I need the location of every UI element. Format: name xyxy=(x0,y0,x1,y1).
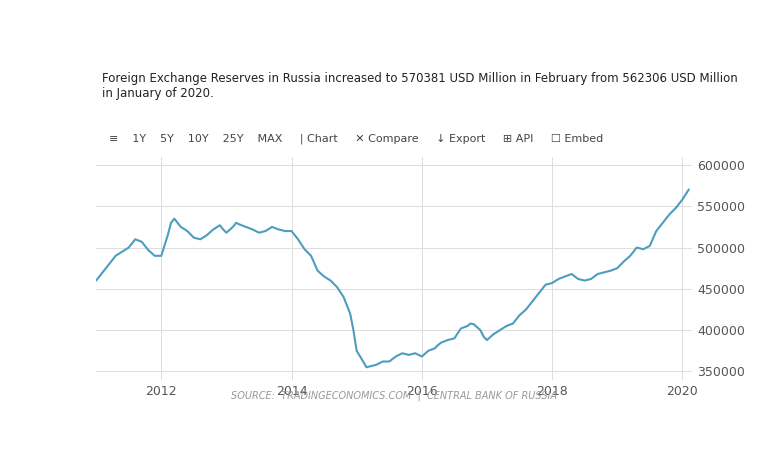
Text: Foreign Exchange Reserves in Russia increased to 570381 USD Million in February : Foreign Exchange Reserves in Russia incr… xyxy=(102,72,737,100)
Text: SOURCE:  TRADINGECONOMICS.COM  |  CENTRAL BANK OF RUSSIA: SOURCE: TRADINGECONOMICS.COM | CENTRAL B… xyxy=(231,390,557,401)
Text: ≡    1Y    5Y    10Y    25Y    MAX     | Chart     ✕ Compare     ↓ Export     ⊞ : ≡ 1Y 5Y 10Y 25Y MAX | Chart ✕ Compare ↓ … xyxy=(102,134,604,144)
